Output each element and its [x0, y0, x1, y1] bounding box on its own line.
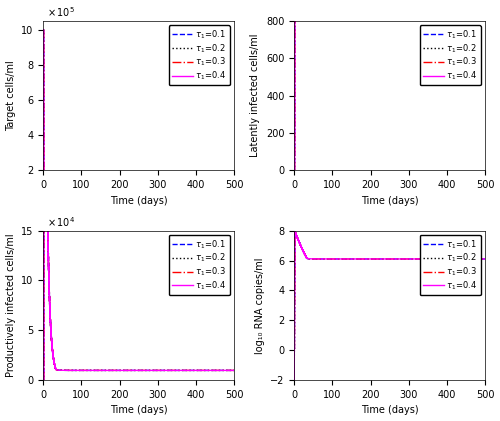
Y-axis label: Latently infected cells/ml: Latently infected cells/ml — [250, 34, 260, 157]
X-axis label: Time (days): Time (days) — [110, 405, 168, 416]
Legend: $\tau_1\!=\!$0.1, $\tau_1\!=\!$0.2, $\tau_1\!=\!$0.3, $\tau_1\!=\!$0.4: $\tau_1\!=\!$0.1, $\tau_1\!=\!$0.2, $\ta… — [420, 235, 481, 295]
Y-axis label: log₁₀ RNA copies/ml: log₁₀ RNA copies/ml — [254, 257, 264, 354]
Y-axis label: Productively infected cells/ml: Productively infected cells/ml — [6, 234, 16, 377]
Legend: $\tau_1\!=\!$0.1, $\tau_1\!=\!$0.2, $\tau_1\!=\!$0.3, $\tau_1\!=\!$0.4: $\tau_1\!=\!$0.1, $\tau_1\!=\!$0.2, $\ta… — [420, 25, 481, 85]
Legend: $\tau_1\!=\!$0.1, $\tau_1\!=\!$0.2, $\tau_1\!=\!$0.3, $\tau_1\!=\!$0.4: $\tau_1\!=\!$0.1, $\tau_1\!=\!$0.2, $\ta… — [168, 25, 230, 85]
Text: $\times\,10^4$: $\times\,10^4$ — [47, 215, 76, 229]
X-axis label: Time (days): Time (days) — [110, 196, 168, 205]
X-axis label: Time (days): Time (days) — [361, 196, 418, 205]
Text: $\times\,10^5$: $\times\,10^5$ — [47, 5, 75, 19]
X-axis label: Time (days): Time (days) — [361, 405, 418, 416]
Legend: $\tau_1\!=\!$0.1, $\tau_1\!=\!$0.2, $\tau_1\!=\!$0.3, $\tau_1\!=\!$0.4: $\tau_1\!=\!$0.1, $\tau_1\!=\!$0.2, $\ta… — [168, 235, 230, 295]
Y-axis label: Target cells/ml: Target cells/ml — [6, 60, 16, 131]
